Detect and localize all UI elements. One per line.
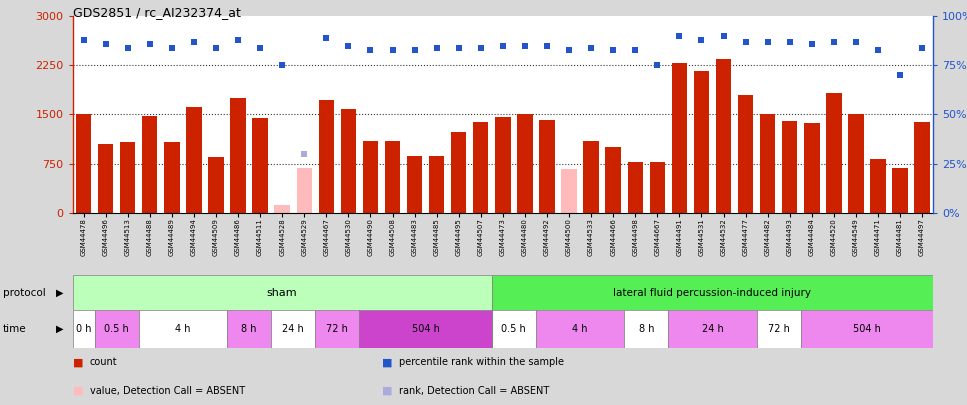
Bar xyxy=(252,118,268,213)
Bar xyxy=(73,310,95,348)
Bar xyxy=(492,310,536,348)
Text: ▶: ▶ xyxy=(56,324,64,334)
Text: GDS2851 / rc_AI232374_at: GDS2851 / rc_AI232374_at xyxy=(73,6,241,19)
Bar xyxy=(230,98,246,213)
Bar xyxy=(315,310,360,348)
Bar xyxy=(760,115,776,213)
Text: 504 h: 504 h xyxy=(412,324,440,334)
Bar xyxy=(893,168,908,213)
Bar xyxy=(208,157,223,213)
Bar xyxy=(95,310,138,348)
Text: 0.5 h: 0.5 h xyxy=(104,324,129,334)
Text: 8 h: 8 h xyxy=(242,324,257,334)
Text: protocol: protocol xyxy=(3,288,45,298)
Bar xyxy=(870,159,886,213)
Bar xyxy=(782,121,798,213)
Bar xyxy=(583,141,599,213)
Bar xyxy=(805,123,819,213)
Bar xyxy=(672,63,688,213)
Bar xyxy=(473,122,488,213)
Text: 72 h: 72 h xyxy=(327,324,348,334)
Text: rank, Detection Call = ABSENT: rank, Detection Call = ABSENT xyxy=(399,386,549,396)
Bar xyxy=(98,144,113,213)
Text: percentile rank within the sample: percentile rank within the sample xyxy=(399,358,565,367)
Bar xyxy=(187,107,201,213)
Text: lateral fluid percussion-induced injury: lateral fluid percussion-induced injury xyxy=(613,288,811,298)
Bar xyxy=(668,310,756,348)
Bar xyxy=(73,275,492,310)
Text: ▶: ▶ xyxy=(56,288,64,298)
Bar xyxy=(540,119,555,213)
Bar xyxy=(848,115,864,213)
Text: value, Detection Call = ABSENT: value, Detection Call = ABSENT xyxy=(90,386,245,396)
Text: ■: ■ xyxy=(382,386,393,396)
Text: time: time xyxy=(3,324,26,334)
Text: ■: ■ xyxy=(73,386,83,396)
Bar xyxy=(915,122,930,213)
Bar xyxy=(275,205,290,213)
Bar xyxy=(451,132,466,213)
Text: 24 h: 24 h xyxy=(282,324,304,334)
Bar xyxy=(756,310,801,348)
Bar xyxy=(360,310,492,348)
Bar xyxy=(340,109,356,213)
Text: 0 h: 0 h xyxy=(75,324,91,334)
Bar xyxy=(495,117,511,213)
Bar xyxy=(120,142,135,213)
Bar xyxy=(650,162,665,213)
Bar xyxy=(385,141,400,213)
Text: 4 h: 4 h xyxy=(175,324,190,334)
Text: sham: sham xyxy=(267,288,298,298)
Bar xyxy=(693,70,709,213)
Bar xyxy=(271,310,315,348)
Bar xyxy=(625,310,668,348)
Text: 24 h: 24 h xyxy=(702,324,723,334)
Bar xyxy=(716,59,731,213)
Bar xyxy=(75,115,91,213)
Bar xyxy=(142,116,158,213)
Text: 4 h: 4 h xyxy=(572,324,588,334)
Bar xyxy=(297,168,312,213)
Bar xyxy=(605,147,621,213)
Text: ■: ■ xyxy=(382,358,393,367)
Text: 8 h: 8 h xyxy=(638,324,654,334)
Text: 504 h: 504 h xyxy=(853,324,881,334)
Bar xyxy=(138,310,227,348)
Bar xyxy=(536,310,625,348)
Bar xyxy=(429,156,445,213)
Bar xyxy=(407,156,423,213)
Bar xyxy=(363,141,378,213)
Text: ■: ■ xyxy=(73,358,83,367)
Bar xyxy=(318,100,334,213)
Bar xyxy=(738,95,753,213)
Text: 0.5 h: 0.5 h xyxy=(502,324,526,334)
Bar xyxy=(628,162,643,213)
Bar xyxy=(517,115,533,213)
Bar xyxy=(227,310,271,348)
Bar xyxy=(801,310,933,348)
Bar xyxy=(826,94,841,213)
Bar xyxy=(164,142,180,213)
Text: count: count xyxy=(90,358,118,367)
Bar xyxy=(492,275,933,310)
Text: 72 h: 72 h xyxy=(768,324,790,334)
Bar xyxy=(561,169,576,213)
